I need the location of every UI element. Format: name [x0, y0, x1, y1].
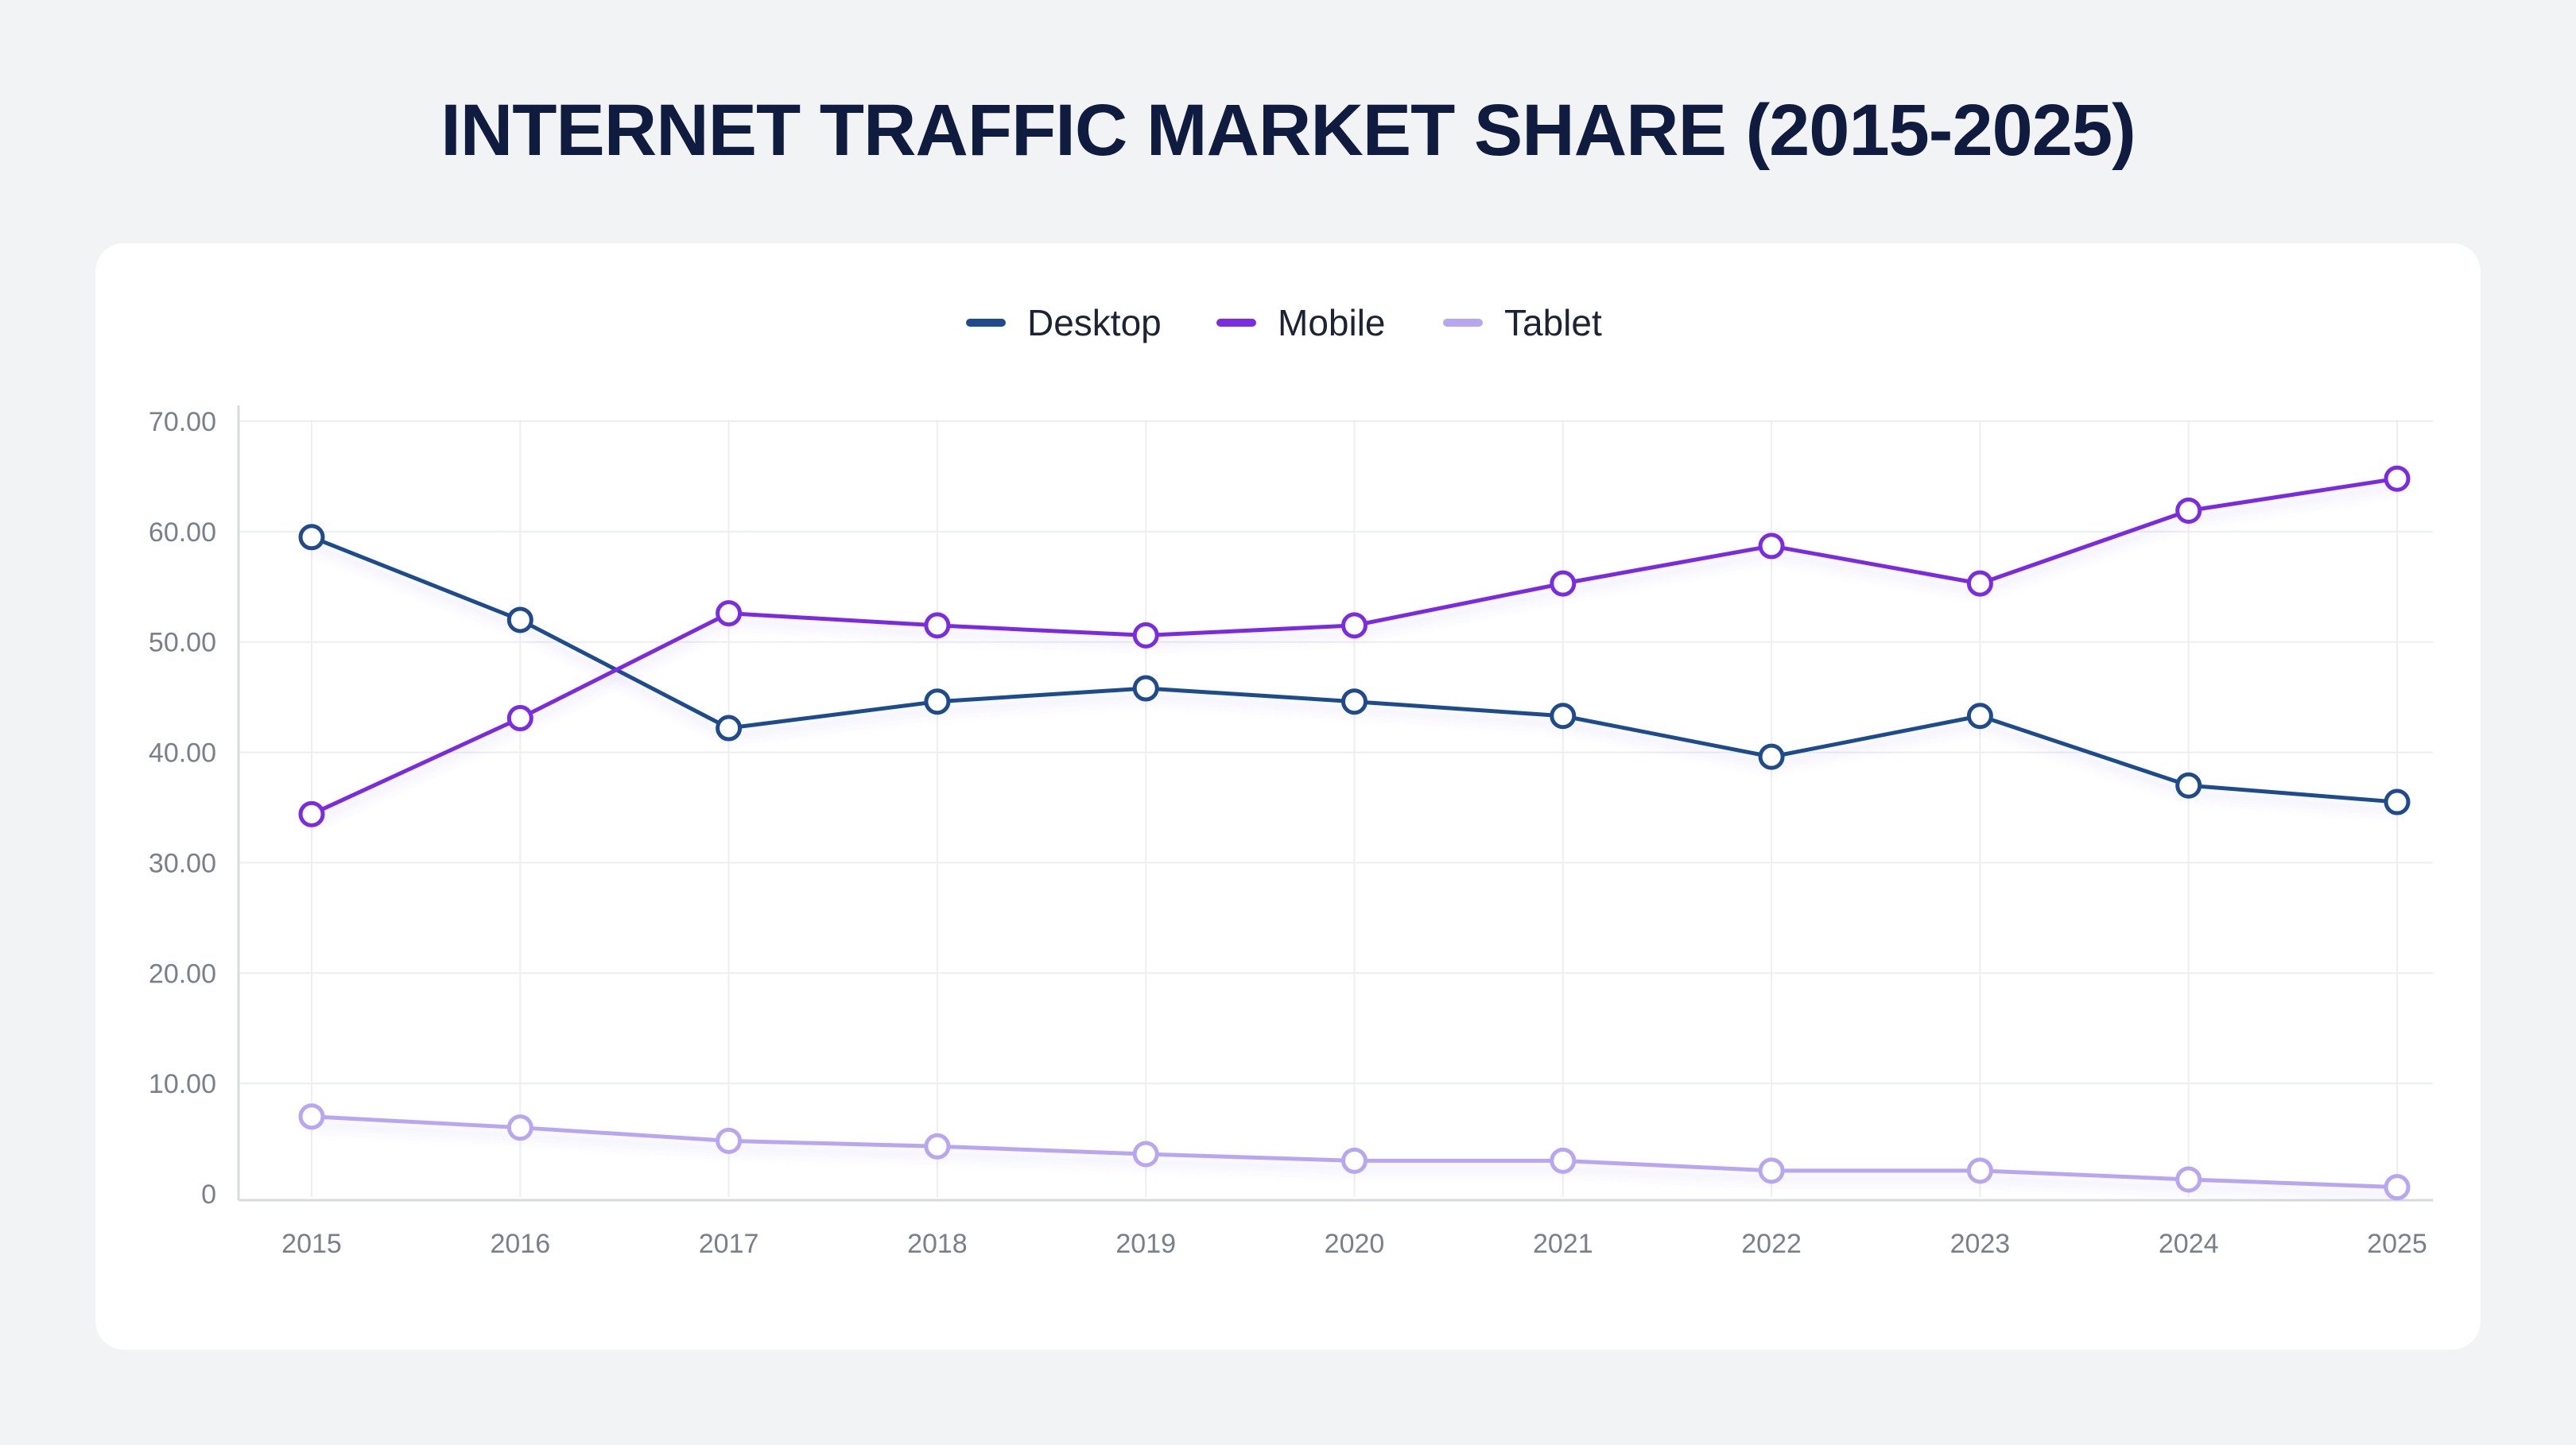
data-point-desktop [2384, 788, 2411, 815]
legend-item-tablet: Tablet [1443, 302, 1602, 343]
x-tick-label: 2022 [1741, 1229, 1802, 1259]
data-point-tablet [2175, 1166, 2202, 1193]
data-point-desktop [506, 606, 533, 633]
line-chart: Desktop Mobile Tablet 0 10.00 20.00 30.00 40.0… [149, 302, 2433, 1259]
chart-legend: Desktop Mobile Tablet [966, 302, 1602, 343]
x-tick-label: 2021 [1533, 1229, 1593, 1259]
data-point-desktop [1550, 703, 1577, 730]
data-point-mobile [716, 600, 743, 627]
data-point-tablet [298, 1103, 325, 1130]
y-tick-label: 70.00 [149, 407, 216, 437]
data-point-tablet [1341, 1147, 1368, 1174]
x-tick-label: 2016 [490, 1229, 550, 1259]
x-tick-label: 2019 [1115, 1229, 1176, 1259]
data-point-mobile [1758, 533, 1785, 560]
data-point-mobile [1550, 570, 1577, 597]
legend-item-mobile: Mobile [1216, 302, 1386, 343]
series-tablet [298, 1103, 2411, 1201]
data-point-desktop [924, 688, 951, 715]
data-point-mobile [1966, 570, 1993, 597]
legend-label: Mobile [1278, 302, 1386, 343]
y-tick-label: 20.00 [149, 959, 216, 989]
data-point-mobile [2384, 465, 2411, 492]
y-tick-label: 50.00 [149, 628, 216, 658]
y-tick-label: 0 [201, 1180, 216, 1210]
x-tick-label: 2023 [1950, 1229, 2011, 1259]
x-tick-label: 2015 [281, 1229, 342, 1259]
chart-series [298, 465, 2411, 1201]
data-point-desktop [1341, 688, 1368, 715]
data-point-tablet [1758, 1157, 1785, 1184]
data-point-desktop [298, 524, 325, 551]
x-tick-label: 2025 [2367, 1229, 2427, 1259]
data-point-tablet [2384, 1174, 2411, 1201]
data-point-tablet [1550, 1147, 1577, 1174]
y-tick-label: 60.00 [149, 517, 216, 548]
data-point-mobile [506, 705, 533, 732]
x-tick-label: 2018 [907, 1229, 968, 1259]
data-point-mobile [298, 800, 325, 827]
data-point-mobile [924, 612, 951, 639]
chart-axes: 0 10.00 20.00 30.00 40.00 50.00 60.00 70.00 2015… [149, 405, 2433, 1259]
series-desktop [298, 524, 2411, 815]
y-tick-label: 10.00 [149, 1069, 216, 1099]
legend-label: Desktop [1027, 302, 1162, 343]
data-point-tablet [1132, 1141, 1159, 1168]
data-point-tablet [506, 1114, 533, 1141]
page-title: INTERNET TRAFFIC MARKET SHARE (2015-2025… [440, 90, 2136, 171]
data-point-mobile [2175, 497, 2202, 524]
legend-label: Tablet [1504, 302, 1602, 343]
x-tick-label: 2020 [1325, 1229, 1385, 1259]
data-point-desktop [716, 715, 743, 742]
data-point-tablet [716, 1127, 743, 1154]
legend-item-desktop: Desktop [966, 302, 1162, 343]
data-point-tablet [924, 1133, 951, 1160]
data-point-mobile [1341, 612, 1368, 639]
x-tick-label: 2024 [2159, 1229, 2219, 1259]
y-tick-label: 40.00 [149, 738, 216, 769]
data-point-desktop [2175, 772, 2202, 799]
chart-gridlines [239, 420, 2433, 1197]
data-point-desktop [1758, 743, 1785, 770]
y-tick-label: 30.00 [149, 848, 216, 878]
x-tick-label: 2017 [699, 1229, 759, 1259]
data-point-desktop [1966, 703, 1993, 730]
data-point-desktop [1132, 675, 1159, 702]
chart-card: Desktop Mobile Tablet 0 10.00 20.00 30.00 40.0… [95, 243, 2481, 1350]
series-mobile [298, 465, 2411, 827]
data-point-mobile [1132, 622, 1159, 649]
data-point-tablet [1966, 1157, 1993, 1184]
